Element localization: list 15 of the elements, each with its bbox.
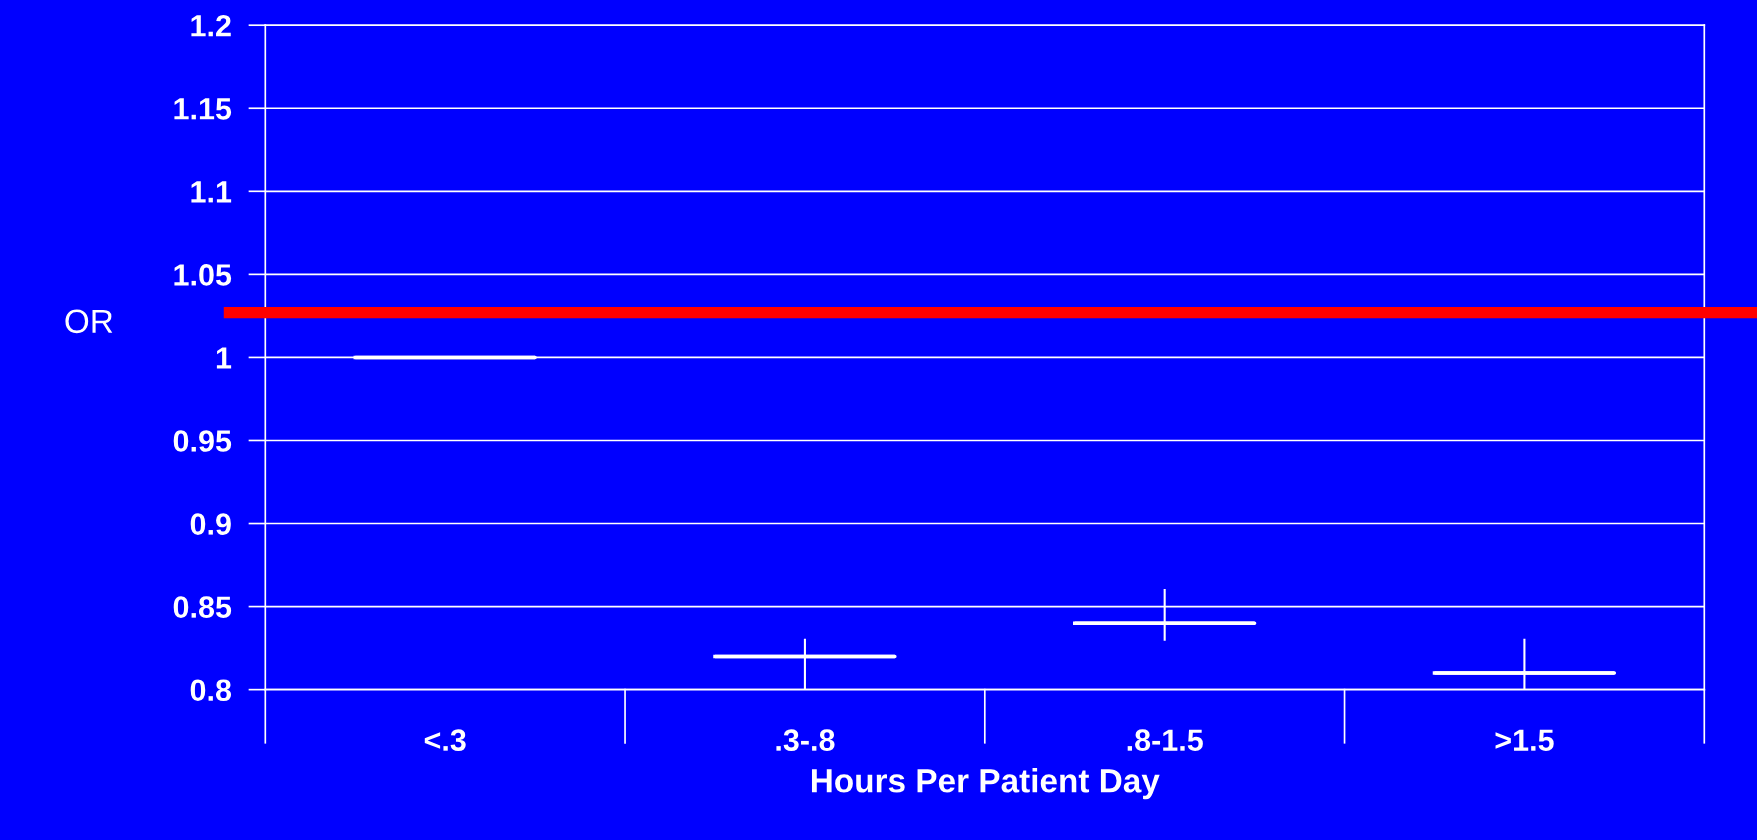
y-tick-label: 1.2 [191,14,231,37]
y-tick-label: 1.05 [174,264,232,286]
y-tick-label: 0.85 [173,596,232,618]
x-tick-label: >1.5 [1495,729,1554,751]
y-tick-label: 1.15 [174,98,232,120]
y-axis-title: OR [65,309,113,334]
x-tick-label: <.3 [424,729,466,752]
y-tick-label: 0.95 [173,430,232,452]
y-tick-label: 1.1 [191,181,232,203]
y-tick-label: 0.9 [190,513,231,535]
x-tick-label: .8-1.5 [1127,729,1203,751]
y-tick-label: 1 [216,347,232,369]
y-tick-label: 0.8 [190,679,232,702]
x-axis-title: Hours Per Patient Day [811,768,1160,800]
x-tick-label: .3-.8 [776,729,835,752]
